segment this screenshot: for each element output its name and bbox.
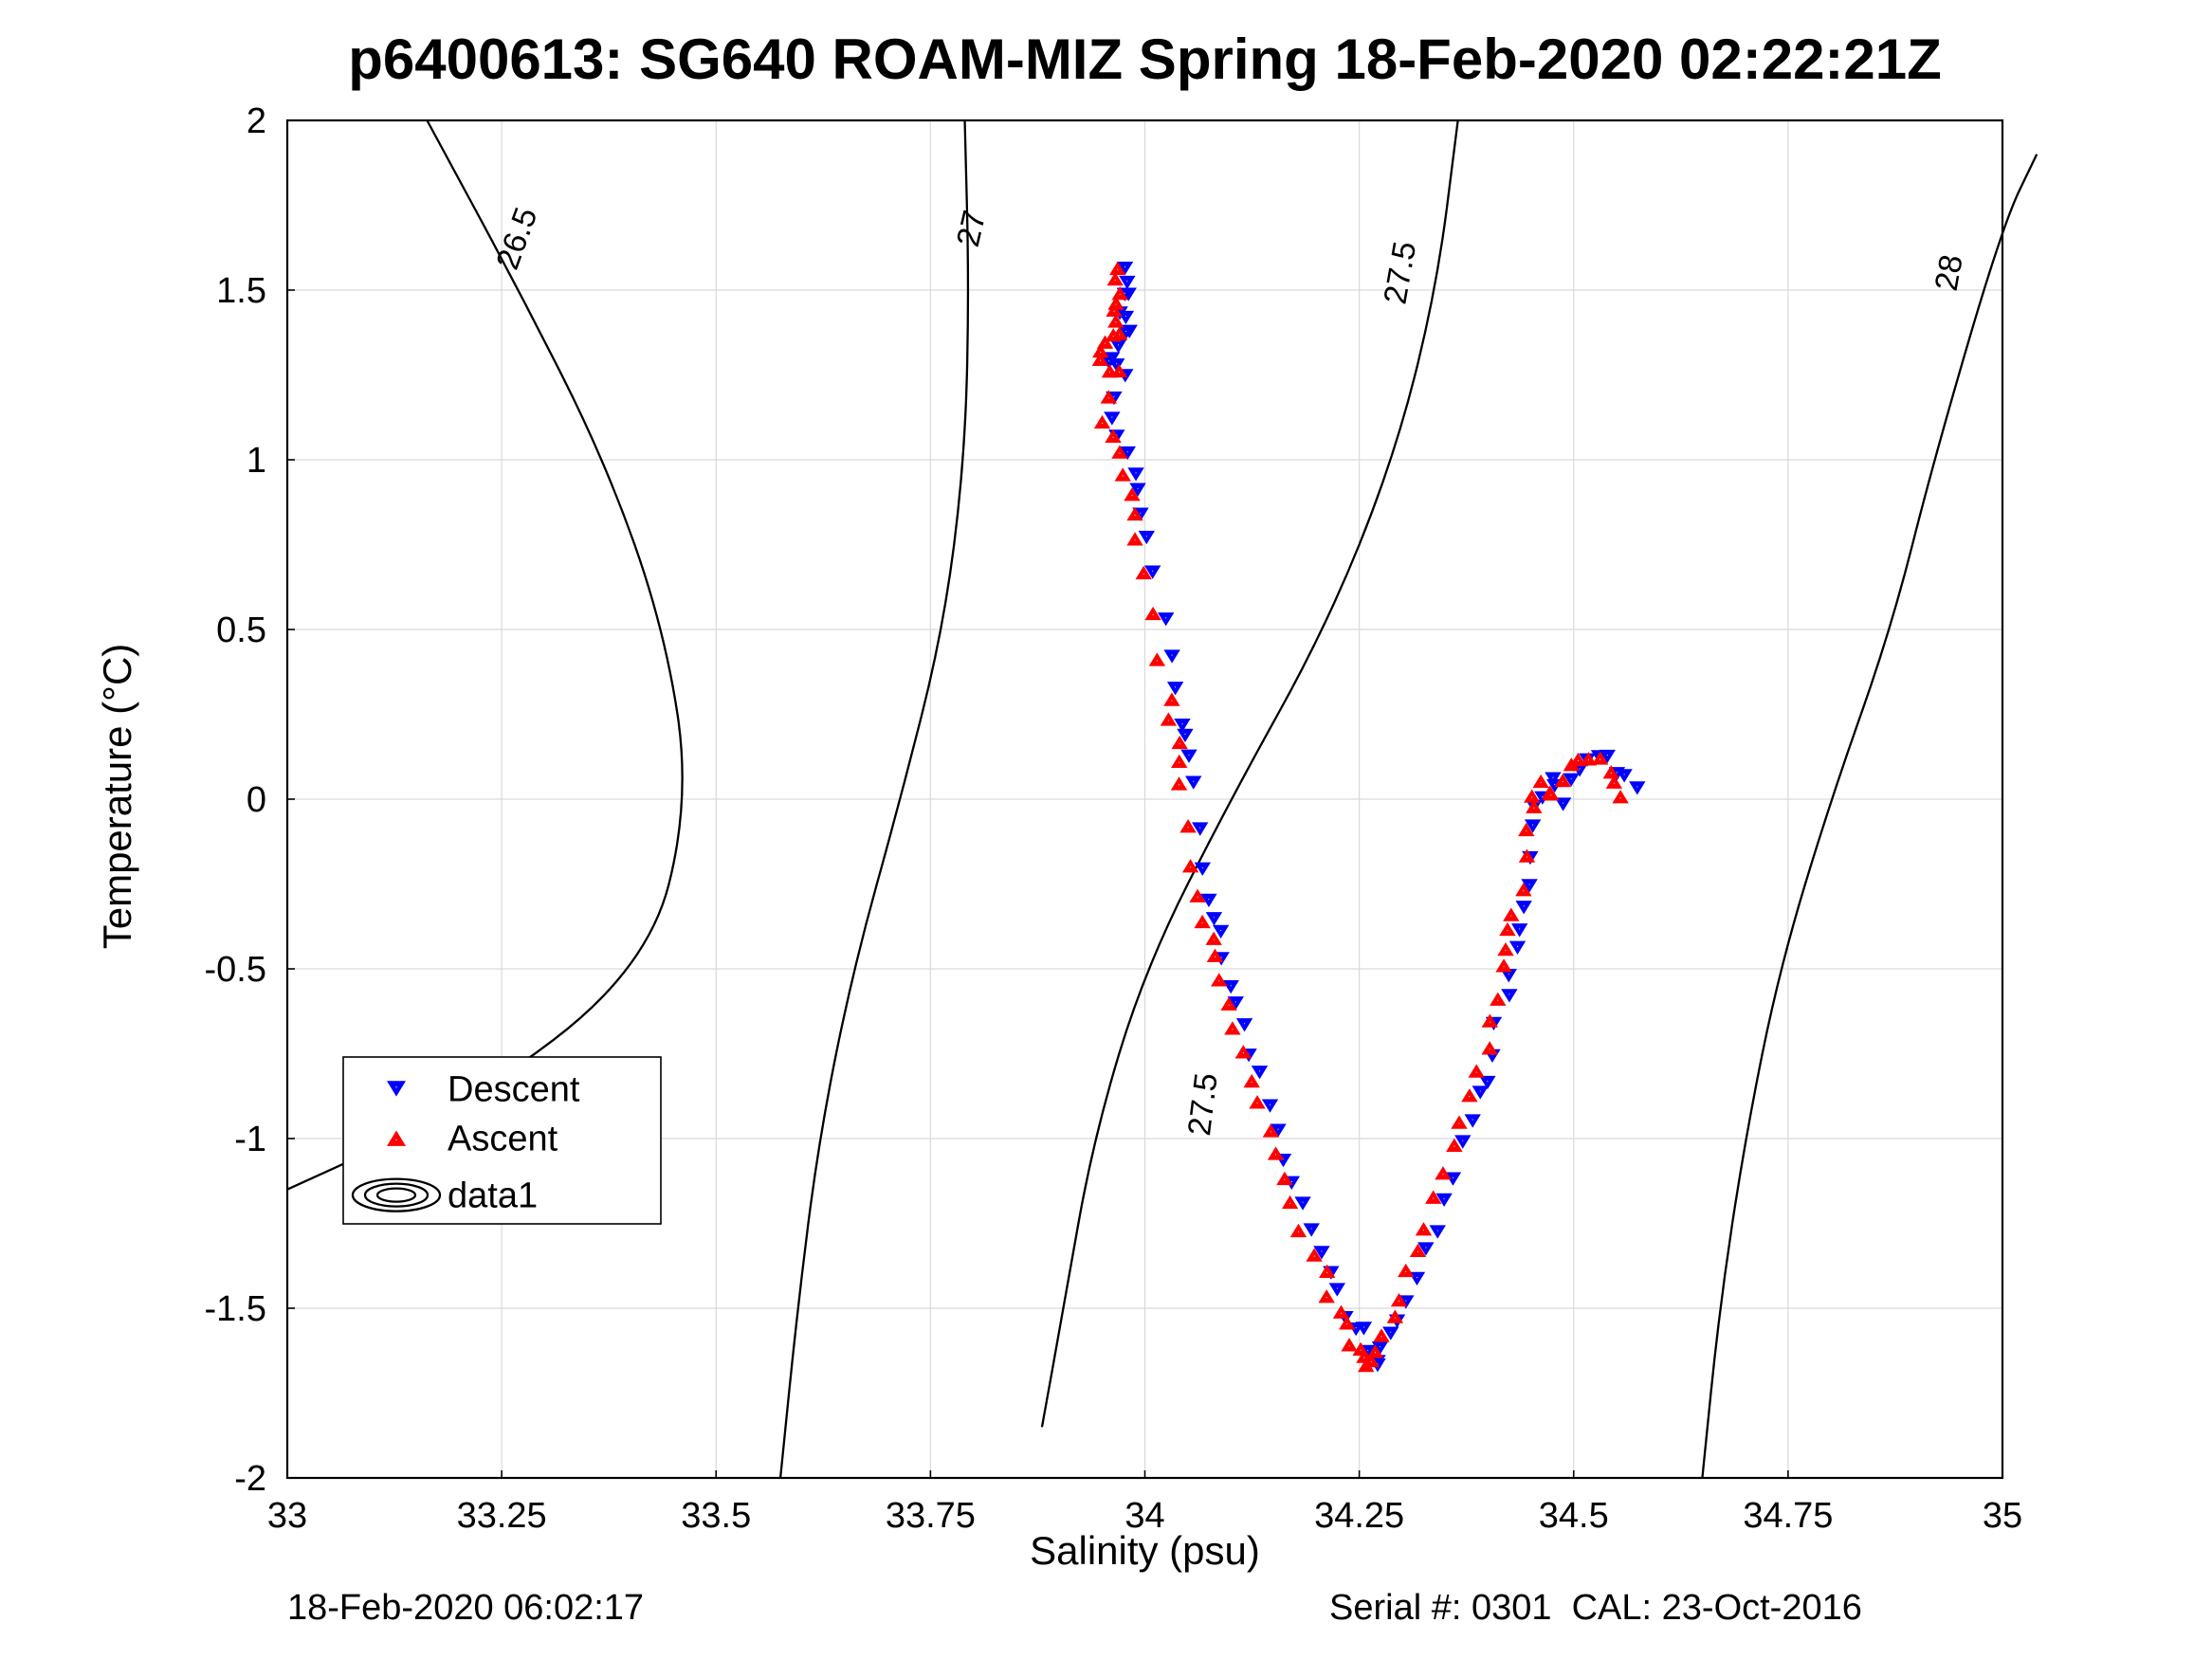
svg-text:-2: -2 [234,1459,266,1499]
svg-text:1.5: 1.5 [216,271,266,311]
svg-text:2: 2 [247,101,266,141]
svg-text:Descent: Descent [448,1069,580,1109]
svg-text:Ascent: Ascent [448,1120,558,1159]
svg-text:data1: data1 [448,1176,538,1216]
svg-text:-0.5: -0.5 [205,950,266,990]
svg-text:-1.5: -1.5 [205,1289,266,1329]
svg-text:0: 0 [247,780,266,820]
svg-text:-1: -1 [234,1120,266,1159]
svg-text:27.5: 27.5 [1181,1071,1225,1138]
svg-text:28: 28 [1929,252,1970,294]
svg-text:0.5: 0.5 [216,611,266,650]
svg-text:1: 1 [247,441,266,481]
